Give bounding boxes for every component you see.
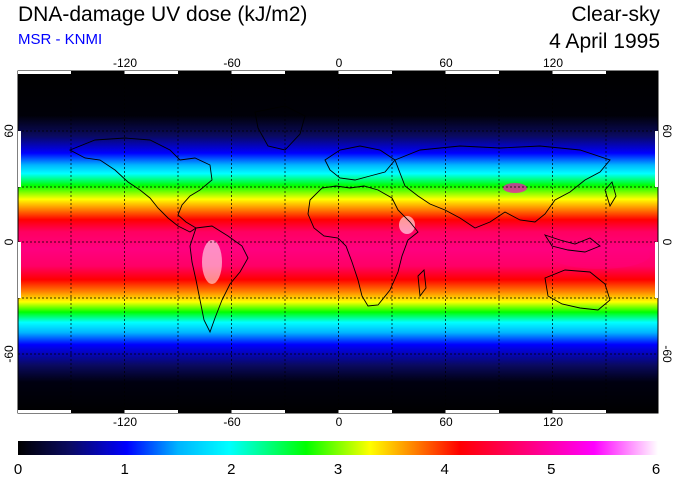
lon-label-bottom: -60 — [223, 415, 241, 429]
colorbar-tick-label: 1 — [121, 461, 129, 478]
colorbar-tick-label: 4 — [441, 461, 449, 478]
date-label: 4 April 1995 — [549, 30, 660, 53]
lat-label-left: 60 — [2, 124, 16, 138]
lon-label-bottom: -120 — [113, 415, 137, 429]
colorbar-tick-label: 6 — [652, 461, 660, 478]
source-label: MSR - KNMI — [18, 31, 103, 48]
coastlines — [68, 105, 617, 334]
lon-label-bottom: 120 — [543, 415, 563, 429]
graticule — [18, 71, 658, 413]
lat-label-left: 0 — [2, 238, 16, 245]
lat-label-right: 0 — [660, 239, 674, 246]
sky-condition-label: Clear-sky — [571, 3, 660, 26]
lon-label-top: 120 — [543, 56, 563, 70]
colorbar: 0 1 2 3 4 5 6 — [14, 441, 660, 478]
colorbar-tick-label: 2 — [227, 461, 235, 478]
lon-label-bottom: 60 — [439, 415, 453, 429]
colorbar-tick-label: 5 — [547, 461, 555, 478]
colorbar-gradient — [18, 441, 658, 455]
colorbar-tick-label: 3 — [334, 461, 342, 478]
lon-label-top: -60 — [223, 56, 241, 70]
lat-label-right: -60 — [660, 345, 674, 363]
lon-label-top: -120 — [113, 56, 137, 70]
colorbar-tick-label: 0 — [14, 461, 22, 478]
lat-label-left: -60 — [2, 345, 16, 363]
map-title: DNA-damage UV dose (kJ/m2) — [18, 3, 308, 26]
lon-label-top: 0 — [336, 56, 343, 70]
lon-label-bottom: 0 — [336, 415, 343, 429]
map-frame — [17, 70, 659, 414]
lon-label-top: 60 — [439, 56, 453, 70]
lat-label-right: 60 — [660, 124, 674, 138]
